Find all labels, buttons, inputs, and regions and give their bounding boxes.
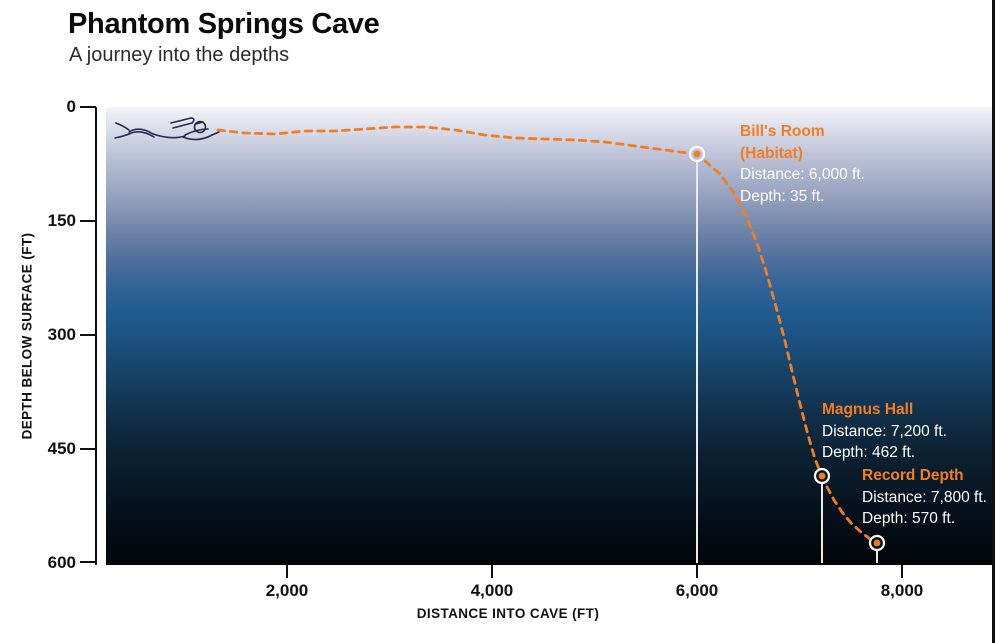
y-axis-line xyxy=(95,107,97,565)
x-tick-mark xyxy=(901,565,903,578)
annotation-depth: Depth: 570 ft. xyxy=(862,510,956,527)
annotation-magnus-hall: Magnus Hall Distance: 7,200 ft. Depth: 4… xyxy=(822,399,947,464)
y-tick-label: 600 xyxy=(47,553,76,572)
y-tick-label: 300 xyxy=(47,325,76,344)
frame-right-border xyxy=(992,0,995,643)
x-tick-label: 2,000 xyxy=(265,581,309,600)
y-tick-mark xyxy=(80,561,96,563)
x-tick-label: 6,000 xyxy=(675,581,719,600)
y-axis-title: DEPTH BELOW SURFACE (FT) xyxy=(19,232,35,440)
annotation-bills-room: Bill's Room (Habitat) Distance: 6,000 ft… xyxy=(740,121,872,207)
x-tick-mark xyxy=(286,565,288,578)
y-tick-label: 150 xyxy=(47,211,76,230)
x-tick-label: 4,000 xyxy=(470,581,514,600)
annotation-title: Bill's Room (Habitat) xyxy=(740,123,825,162)
x-axis-title: DISTANCE INTO CAVE (FT) xyxy=(416,606,600,621)
annotation-depth: Depth: 35 ft. xyxy=(740,187,825,205)
annotation-record-depth: Record Depth Distance: 7,800 ft. Depth: … xyxy=(862,465,987,530)
y-tick-label: 0 xyxy=(66,97,76,116)
page-title: Phantom Springs Cave xyxy=(68,8,380,40)
y-tick-mark xyxy=(80,220,96,222)
annotation-distance: Distance: 6,000 ft. xyxy=(740,166,865,183)
y-tick-mark xyxy=(80,448,96,450)
y-tick-mark xyxy=(80,334,96,336)
x-tick-mark xyxy=(696,565,698,578)
x-tick-mark xyxy=(491,565,493,578)
annotation-distance: Distance: 7,800 ft. xyxy=(862,488,987,506)
annotation-title: Magnus Hall xyxy=(822,401,914,418)
x-tick-label: 8,000 xyxy=(880,581,924,600)
page-subtitle: A journey into the depths xyxy=(69,44,290,66)
annotation-distance: Distance: 7,200 ft. xyxy=(822,422,947,440)
y-tick-label: 450 xyxy=(47,439,76,458)
annotation-title: Record Depth xyxy=(862,467,964,484)
annotation-depth: Depth: 462 ft. xyxy=(822,444,916,461)
y-tick-mark xyxy=(80,106,96,108)
